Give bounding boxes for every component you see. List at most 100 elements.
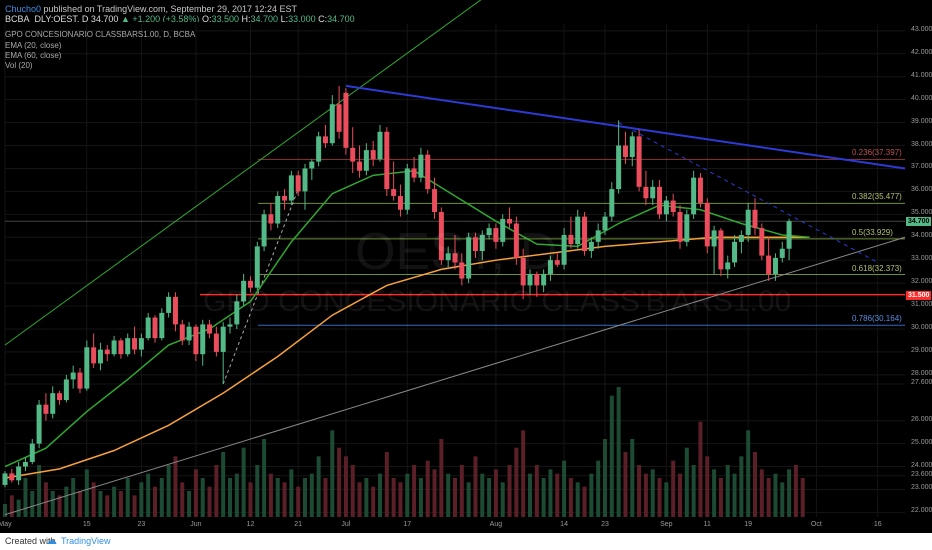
high-value: 34.700 — [250, 14, 279, 24]
candle-body — [609, 189, 615, 217]
candle-body — [97, 349, 103, 364]
candle-body — [104, 349, 110, 355]
volume-bar — [166, 465, 171, 517]
candle-body — [588, 241, 594, 252]
candle-body — [172, 296, 178, 325]
candle-body — [711, 230, 717, 247]
ohlc-line: BCBA_DLY:OEST, D 34.700 ▲ +1.200 (+3.58%… — [5, 14, 355, 24]
candle-body — [575, 216, 581, 245]
candle-body — [411, 168, 417, 178]
candle-body — [684, 214, 690, 242]
tradingview-brand-link[interactable]: TradingView — [61, 536, 111, 546]
volume-bar — [671, 460, 676, 517]
volume-bar — [193, 469, 198, 517]
candle-body — [459, 262, 465, 279]
volume-bar — [296, 486, 301, 517]
fib-level-label: 0.236(37.397) — [852, 148, 902, 158]
candle-body — [84, 347, 90, 389]
candle-body — [384, 131, 390, 190]
author-link[interactable]: Chucho0 — [5, 4, 42, 14]
open-value: 33.500 — [211, 14, 239, 24]
volume-bar — [596, 460, 601, 517]
volume-bar — [425, 460, 430, 517]
volume-bar — [609, 395, 614, 517]
legend-ema20[interactable]: EMA (20, close) — [5, 41, 62, 50]
volume-bar — [146, 473, 151, 517]
candle-body — [636, 136, 642, 187]
volume-bar — [98, 491, 103, 517]
candle-body — [227, 324, 233, 327]
price-tick-label: 24.000 — [911, 461, 932, 469]
candle-body — [507, 218, 513, 224]
candle-body — [704, 202, 710, 247]
volume-bar — [268, 473, 273, 517]
projection-line — [618, 122, 878, 263]
volume-bar — [378, 473, 382, 517]
trendline-channel-upper — [4, 0, 482, 346]
candle-body — [527, 273, 533, 286]
volume-bar — [780, 482, 785, 517]
volume-bar — [3, 504, 7, 517]
candle-body — [541, 273, 547, 286]
candle-body — [36, 404, 42, 444]
candle-body — [547, 260, 553, 274]
candle-body — [691, 177, 697, 215]
candle-body — [766, 255, 772, 274]
volume-bar — [493, 469, 498, 517]
volume-bar — [630, 439, 635, 517]
legend-ema60[interactable]: EMA (60, close) — [5, 51, 62, 60]
volume-bar — [357, 482, 362, 517]
price-tick-label: 26.000 — [911, 415, 932, 423]
candle-body — [247, 280, 253, 288]
volume-bar — [23, 478, 28, 517]
legend-title[interactable]: GPO CONCESIONARIO CLASSBARS1.00, D, BCBA — [5, 30, 196, 39]
volume-bar — [568, 478, 573, 517]
candle-body — [309, 161, 315, 169]
volume-bar — [473, 456, 478, 517]
candle-body — [241, 280, 247, 302]
candle-body — [145, 317, 151, 339]
candle-body — [663, 200, 669, 215]
candle-body — [261, 214, 267, 247]
candle-body — [568, 234, 574, 245]
candle-body — [268, 214, 274, 224]
price-tick-label: 23.600 — [911, 470, 932, 478]
candle-body — [350, 147, 356, 162]
publisher-bar: Chucho0 published on TradingView.com, Se… — [0, 0, 932, 24]
candle-body — [254, 246, 260, 288]
volume-bar — [153, 486, 157, 517]
price-tick-label: 37.000 — [911, 163, 932, 171]
candle-body — [57, 393, 63, 401]
close-value: 34.700 — [327, 14, 355, 24]
price-tick-label: 34.000 — [911, 232, 932, 240]
candle-body — [595, 230, 601, 242]
candle-body — [718, 230, 724, 270]
price-chart[interactable] — [0, 0, 932, 533]
volume-bar — [248, 482, 253, 517]
time-tick-label: 11 — [703, 521, 711, 528]
volume-bar — [562, 460, 567, 517]
candle-body — [582, 216, 588, 252]
volume-bar — [16, 499, 21, 517]
candle-body — [657, 186, 663, 215]
price-tick-label: 28.000 — [911, 369, 932, 377]
price-tick-label: 38.000 — [911, 140, 932, 148]
price-tick-label: 39.000 — [911, 117, 932, 125]
candle-body — [2, 473, 8, 485]
candle-body — [50, 393, 56, 414]
ticker-label[interactable]: BCBA_DLY:OEST, D — [5, 14, 89, 24]
volume-bar — [64, 486, 69, 517]
publisher-line: Chucho0 published on TradingView.com, Se… — [5, 4, 297, 14]
volume-bar — [575, 482, 580, 517]
candle-body — [357, 161, 363, 171]
volume-bar — [262, 439, 267, 517]
volume-bar — [159, 478, 164, 517]
volume-bar — [643, 473, 648, 517]
legend-vol[interactable]: Vol (20) — [5, 61, 33, 70]
candle-body — [554, 260, 560, 265]
time-tick-label: Oct — [810, 521, 822, 528]
candle-body — [725, 262, 731, 270]
candle-body — [493, 228, 499, 242]
candle-body — [207, 324, 213, 334]
volume-bar — [371, 486, 376, 517]
